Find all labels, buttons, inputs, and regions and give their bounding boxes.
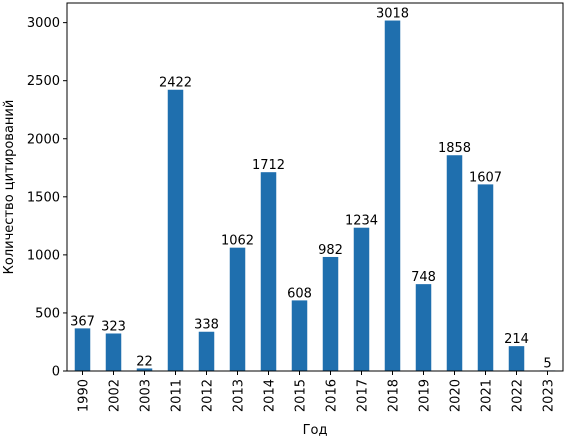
bar-value-label-2011: 2422	[159, 76, 192, 91]
y-tick-label-0: 0	[52, 365, 60, 380]
bars-group	[74, 20, 556, 371]
x-axis: 1990 2002 2003 2011 2012 2013 2014 2015 2016 2017…	[77, 371, 557, 412]
bar-2015	[291, 300, 308, 371]
bar-value-label-2021: 1607	[469, 170, 502, 185]
bar-value-label-2018: 3018	[376, 7, 409, 22]
bar-2020	[446, 155, 463, 371]
bar-2021	[477, 184, 494, 371]
x-tick-label-2019: 2019	[418, 379, 433, 412]
bar-2011	[167, 89, 184, 371]
bar-value-label-2016: 982	[318, 243, 343, 258]
y-tick-label-500: 500	[35, 306, 60, 321]
bar-2013	[229, 247, 246, 371]
bar-2016	[322, 256, 339, 371]
x-tick-label-2013: 2013	[232, 379, 247, 412]
plot-frame	[66, 2, 564, 372]
x-tick-label-2002: 2002	[108, 379, 123, 412]
bar-2019	[415, 284, 432, 371]
y-tick-label-3000: 3000	[27, 16, 60, 31]
bar-2022	[508, 346, 525, 371]
y-tick-label-1000: 1000	[27, 248, 60, 263]
bar-value-label-2002: 323	[101, 319, 126, 334]
bar-value-label-2003: 22	[136, 354, 153, 369]
x-tick-label-2011: 2011	[170, 379, 185, 412]
x-tick-label-2020: 2020	[449, 379, 464, 412]
y-tick-label-1500: 1500	[27, 190, 60, 205]
x-tick-label-2023: 2023	[542, 379, 557, 412]
y-tick-label-2500: 2500	[27, 74, 60, 89]
bar-2017	[353, 227, 370, 371]
x-tick-label-2021: 2021	[480, 379, 495, 412]
bar-value-label-2014: 1712	[252, 158, 285, 173]
bar-2014	[260, 172, 277, 371]
bar-value-label-2015: 608	[287, 286, 312, 301]
bar-value-label-1990: 367	[70, 314, 95, 329]
bar-1990	[74, 328, 91, 371]
x-tick-label-2015: 2015	[294, 379, 309, 412]
x-tick-label-2016: 2016	[325, 379, 340, 412]
y-tick-label-2000: 2000	[27, 132, 60, 147]
x-tick-label-2017: 2017	[356, 379, 371, 412]
bar-value-label-2019: 748	[411, 270, 436, 285]
bar-value-label-2012: 338	[194, 318, 219, 333]
bar-value-label-2020: 1858	[438, 141, 471, 156]
x-axis-label: Год	[303, 423, 328, 438]
x-tick-label-2018: 2018	[387, 379, 402, 412]
y-axis-label: Количество цитирований	[2, 100, 17, 275]
bar-2012	[198, 331, 215, 371]
bar-2018	[384, 20, 401, 371]
x-tick-label-2012: 2012	[201, 379, 216, 412]
bar-value-label-2013: 1062	[221, 234, 254, 249]
x-tick-label-1990: 1990	[77, 379, 92, 412]
bar-value-label-2017: 1234	[345, 214, 378, 229]
y-axis: 0 500 1000 1500 2000 2500 3000	[27, 16, 67, 380]
x-tick-label-2003: 2003	[139, 379, 154, 412]
bar-2002	[105, 333, 122, 371]
bar-value-label-2023: 5	[543, 356, 551, 371]
x-tick-label-2014: 2014	[263, 379, 278, 412]
bar-value-label-2022: 214	[504, 332, 529, 347]
x-tick-label-2022: 2022	[511, 379, 526, 412]
bar-2003	[136, 368, 153, 371]
